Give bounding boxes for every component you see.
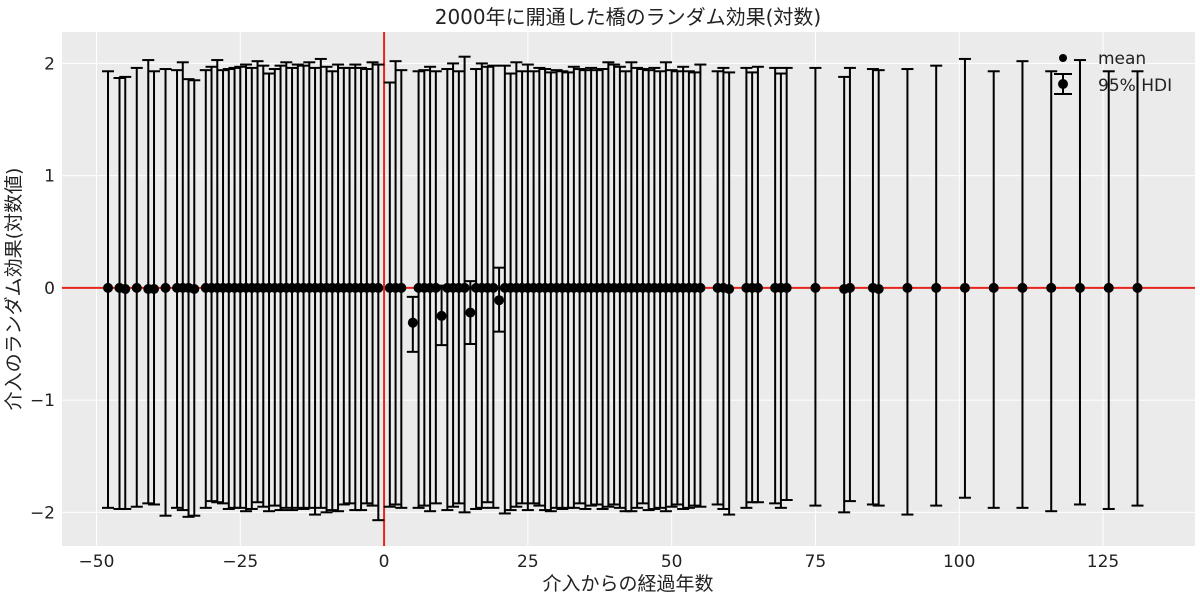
x-tick-label: 125: [1087, 552, 1119, 572]
mean-point: [103, 282, 114, 293]
mean-point: [459, 282, 470, 293]
hdi-errorbar: [188, 79, 201, 517]
legend-mean-label: mean: [1098, 49, 1146, 69]
y-tick-label: 2: [44, 54, 55, 74]
mean-point: [902, 282, 913, 293]
mean-point: [373, 282, 384, 293]
x-tick-label: 100: [943, 552, 975, 572]
hdi-errorbar: [1073, 59, 1086, 506]
mean-point: [931, 282, 942, 293]
legend-hdi-marker: [1058, 79, 1068, 89]
hdi-errorbar: [182, 78, 195, 518]
x-tick-label: 25: [517, 552, 539, 572]
hdi-errorbar: [389, 60, 402, 506]
mean-point: [781, 282, 792, 293]
mean-point: [1074, 282, 1085, 293]
y-tick-label: 1: [44, 167, 55, 187]
x-tick-label: 75: [805, 552, 827, 572]
y-tick-labels: −2 −1 0 1 2: [30, 54, 55, 523]
x-tick-label: −25: [222, 552, 258, 572]
mean-point: [488, 282, 499, 293]
hdi-errorbar: [383, 81, 396, 508]
y-tick-label: 0: [44, 279, 55, 299]
x-tick-label: −50: [79, 552, 115, 572]
mean-point: [160, 282, 171, 293]
chart-title: 2000年に開通した橋のランダム効果(対数): [435, 5, 822, 29]
mean-point: [430, 282, 441, 293]
legend-hdi-label: 95% HDI: [1098, 76, 1172, 96]
mean-point: [189, 284, 200, 294]
mean-point: [752, 282, 763, 293]
mean-point: [1132, 282, 1143, 293]
mean-point: [959, 282, 970, 293]
mean-point: [873, 284, 884, 294]
y-axis-label: 介入のランダム効果(対数値): [3, 168, 25, 411]
mean-point: [724, 284, 735, 294]
mean-point: [436, 310, 447, 321]
mean-point-series: [103, 282, 1143, 328]
x-axis-label: 介入からの経過年数: [542, 573, 713, 595]
mean-point: [465, 307, 476, 318]
hdi-errorbar: [251, 60, 264, 504]
mean-point: [1017, 282, 1028, 293]
hdi-errorbar: [958, 57, 971, 499]
mean-point: [810, 282, 821, 293]
mean-point: [1103, 282, 1114, 293]
mean-point: [407, 317, 418, 328]
mean-point: [988, 282, 999, 293]
x-tick-labels: −50 −25 0 25 50 75 100 125: [79, 552, 1120, 572]
x-tick-label: 50: [661, 552, 683, 572]
mean-point: [494, 295, 505, 306]
y-tick-label: −2: [30, 503, 55, 523]
mean-point: [131, 282, 142, 293]
y-tick-label: −1: [30, 391, 55, 411]
legend-mean-marker: [1059, 54, 1067, 62]
hdi-errorbar: [142, 59, 155, 505]
mean-point: [695, 282, 706, 293]
hdi-errorbar: [211, 59, 224, 504]
hdi-errorbar: [838, 75, 851, 514]
mean-point: [149, 284, 160, 294]
mean-point: [844, 282, 855, 293]
mean-point: [120, 284, 131, 294]
mean-point: [1046, 282, 1057, 293]
x-tick-label: 0: [379, 552, 390, 572]
legend: mean 95% HDI: [1054, 49, 1172, 96]
mean-point: [396, 282, 407, 293]
